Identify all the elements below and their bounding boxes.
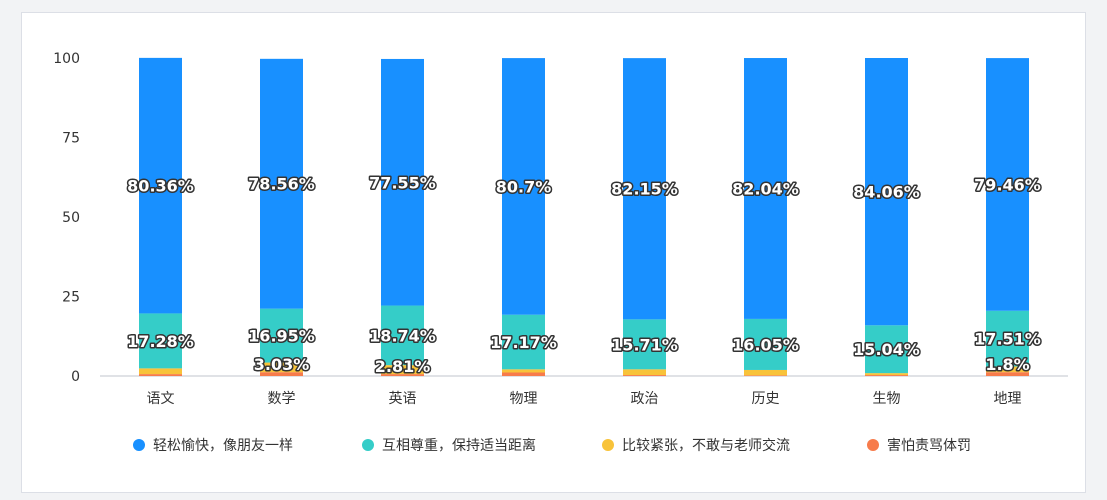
- legend-item[interactable]: 比较紧张，不敢与老师交流: [602, 437, 790, 454]
- bar-segment[interactable]: [139, 313, 182, 369]
- legend-label: 轻松愉快，像朋友一样: [153, 438, 293, 454]
- data-label: 77.55%: [369, 173, 436, 192]
- legend-label: 互相尊重，保持适当距离: [382, 437, 536, 454]
- legend-marker: [133, 439, 145, 451]
- bar-segment[interactable]: [744, 369, 787, 376]
- bar-segment[interactable]: [139, 368, 182, 375]
- data-label: 79.46%: [974, 175, 1041, 194]
- data-label: 78.56%: [248, 175, 315, 194]
- bar-segment[interactable]: [986, 310, 1029, 367]
- bar-segment[interactable]: [986, 366, 1029, 373]
- bar-segment[interactable]: [502, 314, 545, 370]
- data-label: 18.74%: [369, 326, 436, 345]
- data-label: 80.7%: [496, 177, 552, 196]
- bar-segment[interactable]: [139, 374, 182, 376]
- x-tick-label: 英语: [389, 390, 417, 407]
- bar-segment[interactable]: [139, 57, 182, 314]
- bar-segment[interactable]: [986, 58, 1029, 311]
- bar-layer: [139, 57, 1029, 376]
- bar-segment[interactable]: [865, 373, 908, 376]
- bar-segment[interactable]: [744, 58, 787, 319]
- bar-segment[interactable]: [260, 308, 303, 363]
- bar-segment[interactable]: [623, 58, 666, 320]
- bar-segment[interactable]: [744, 318, 787, 370]
- x-tick-label: 生物: [873, 391, 901, 407]
- y-tick-label: 75: [62, 131, 80, 147]
- y-tick-label: 0: [71, 369, 80, 385]
- bar-segment[interactable]: [381, 374, 424, 376]
- legend-marker: [867, 439, 879, 451]
- data-label: 15.04%: [853, 340, 920, 359]
- bar-segment[interactable]: [381, 365, 424, 375]
- data-label: 80.36%: [127, 177, 194, 196]
- bar-segment[interactable]: [260, 362, 303, 373]
- data-label: 84.06%: [853, 183, 920, 202]
- bar-segment[interactable]: [502, 58, 545, 315]
- legend-item[interactable]: 互相尊重，保持适当距离: [362, 437, 536, 454]
- bar-segment[interactable]: [502, 372, 545, 376]
- data-label: 82.04%: [732, 179, 799, 198]
- x-tick-label: 地理: [994, 391, 1022, 407]
- data-label: 16.95%: [248, 327, 315, 346]
- legend-label: 比较紧张，不敢与老师交流: [622, 437, 790, 454]
- x-tick-label: 物理: [510, 391, 538, 407]
- bar-segment[interactable]: [623, 319, 666, 370]
- bar-segment[interactable]: [260, 372, 303, 376]
- bar-segment[interactable]: [381, 58, 424, 306]
- bar-segment[interactable]: [623, 375, 666, 376]
- legend-marker: [362, 439, 374, 451]
- bar-segment[interactable]: [623, 369, 666, 376]
- y-tick-label: 25: [62, 290, 80, 306]
- chart-card: [21, 12, 1086, 493]
- bar-segment[interactable]: [381, 305, 424, 366]
- legend[interactable]: 轻松愉快，像朋友一样 互相尊重，保持适当距离 比较紧张，不敢与老师交流 害怕责骂体罚: [133, 437, 971, 454]
- data-label: 17.51%: [974, 330, 1041, 349]
- bar-segment[interactable]: [502, 369, 545, 373]
- data-label: 3.03%: [254, 355, 310, 374]
- bar-segment[interactable]: [986, 372, 1029, 376]
- legend-label: 害怕责骂体罚: [887, 438, 971, 454]
- bar-segment[interactable]: [865, 325, 908, 374]
- data-label: 15.71%: [611, 335, 678, 354]
- bar-segment[interactable]: [865, 58, 908, 326]
- bar-segment[interactable]: [744, 375, 787, 376]
- bar-segment[interactable]: [865, 375, 908, 376]
- axis-layer: 0 25 50 75 100 语文 数学 英语 物理 政治 历史 生物 地理: [53, 51, 1068, 407]
- label-layer: 17.28% 80.36% 3.03% 16.95% 78.56% 2.81% 18.74%…: [126, 172, 1043, 378]
- data-label: 82.15%: [611, 180, 678, 199]
- legend-item[interactable]: 轻松愉快，像朋友一样: [133, 438, 293, 454]
- x-tick-label: 政治: [631, 391, 659, 407]
- x-tick-label: 历史: [752, 391, 780, 407]
- data-label: 2.81%: [375, 357, 431, 376]
- y-tick-label: 100: [53, 51, 80, 67]
- data-label: 16.05%: [732, 335, 799, 354]
- x-tick-label: 语文: [147, 391, 175, 407]
- bar-segment[interactable]: [260, 58, 303, 309]
- x-tick-label: 数学: [268, 391, 296, 407]
- y-tick-label: 50: [62, 210, 80, 226]
- data-label: 17.17%: [490, 333, 557, 352]
- data-label: 1.8%: [985, 355, 1029, 374]
- legend-item[interactable]: 害怕责骂体罚: [867, 438, 971, 454]
- legend-marker: [602, 439, 614, 451]
- data-label: 17.28%: [127, 332, 194, 351]
